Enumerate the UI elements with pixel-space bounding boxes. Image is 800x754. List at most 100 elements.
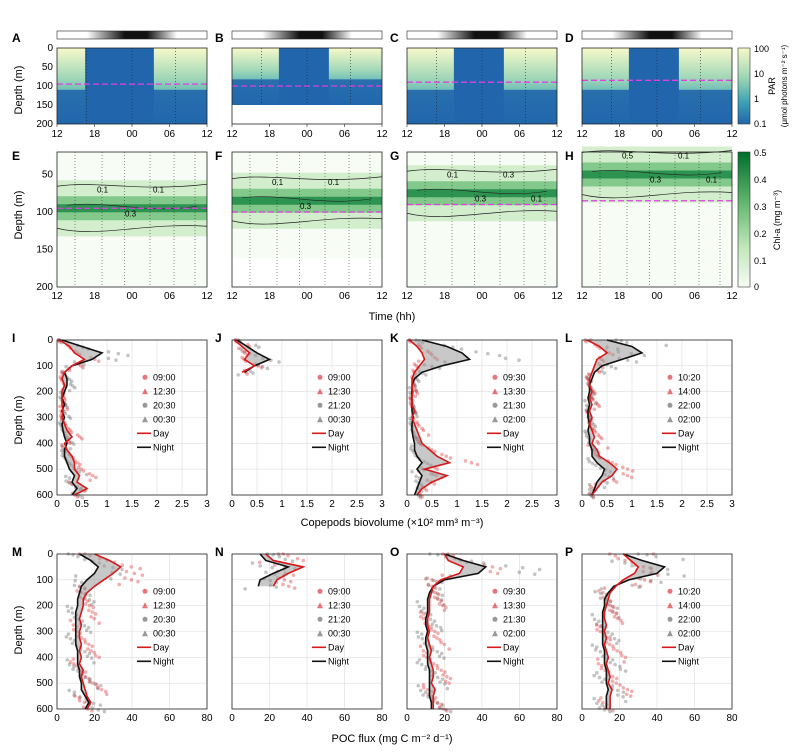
scatter-night-L xyxy=(583,398,587,403)
scatter-night-L xyxy=(626,358,630,362)
par-xtick-label-D: 18 xyxy=(614,129,626,140)
scatter-night-N xyxy=(243,587,247,591)
par-xtick-label-C: 12 xyxy=(401,129,413,140)
scatter-night-J xyxy=(242,350,247,354)
panel-letter-K: K xyxy=(390,331,399,345)
scatter-day-O xyxy=(432,595,437,600)
xtick-label-J: 1 xyxy=(279,499,285,510)
scatter-day-L xyxy=(614,462,618,467)
par-tick-100: 100 xyxy=(754,44,769,54)
scatter-night-O xyxy=(432,578,436,583)
par-xtick-label-A: 06 xyxy=(164,129,176,140)
scatter-day-L xyxy=(591,398,596,402)
chl-xtick-label-H: 00 xyxy=(651,291,663,302)
scatter-night-O xyxy=(434,624,439,628)
chl-xtick-label-F: 12 xyxy=(226,291,238,302)
scatter-night-I xyxy=(106,350,111,354)
scatter-night-N xyxy=(277,554,282,559)
scatter-day-O xyxy=(442,608,447,613)
scatter-night-P xyxy=(593,589,597,594)
daynight-bar-D xyxy=(581,30,733,40)
scatter-day-K xyxy=(416,359,421,363)
par-deep-C xyxy=(407,89,557,124)
legend-time-L: 22:00 xyxy=(678,400,701,410)
scatter-day-I xyxy=(75,433,80,437)
legend-marker-L xyxy=(667,388,673,395)
chl-xtick-label-G: 06 xyxy=(514,291,526,302)
xtick-label-L: 0 xyxy=(579,499,585,510)
chl-band-core-H xyxy=(582,170,732,179)
panel-letter-O: O xyxy=(390,545,399,559)
scatter-night-P xyxy=(645,552,649,557)
legend-marker-J xyxy=(317,402,323,408)
legend-day-label-M: Day xyxy=(153,642,170,652)
scatter-day-P xyxy=(624,692,629,697)
scatter-night-P xyxy=(592,673,596,678)
scatter-night-O xyxy=(418,688,423,693)
chl-frame-H xyxy=(581,151,733,288)
day-profile-J xyxy=(233,339,257,374)
scatter-day-N xyxy=(272,563,277,567)
scatter-day-M xyxy=(87,679,92,684)
chl-frame-F xyxy=(231,151,383,288)
scatter-night-O xyxy=(520,565,525,570)
scatter-day-J xyxy=(236,346,241,351)
legend-time-M: 20:30 xyxy=(153,614,176,624)
scatter-night-M xyxy=(65,604,70,609)
scatter-night-O xyxy=(435,701,440,706)
chl-contour-label-G: 0.1 xyxy=(447,170,459,179)
scatter-night-M xyxy=(98,683,103,688)
chl-band-core-G xyxy=(407,189,557,198)
scatter-day-O xyxy=(441,673,445,677)
legend-time-N: 21:20 xyxy=(328,614,351,624)
scatter-night-P xyxy=(616,693,620,697)
scatter-night-O xyxy=(416,683,421,688)
scatter-day-L xyxy=(596,402,600,407)
ytick-label: 300 xyxy=(36,413,53,424)
scatter-day-O xyxy=(433,586,438,590)
legend-time-J: 00:30 xyxy=(328,414,351,424)
night-profile-L xyxy=(587,339,644,496)
legend-time-N: 12:30 xyxy=(328,600,351,610)
scatter-day-P xyxy=(656,573,660,577)
scatter-night-P xyxy=(608,599,613,604)
scatter-night-I xyxy=(63,411,68,416)
scatter-night-M xyxy=(118,572,122,576)
scatter-day-I xyxy=(79,364,83,368)
scatter-day-M xyxy=(83,670,88,674)
scatter-day-L xyxy=(596,433,601,437)
scatter-night-P xyxy=(623,699,628,704)
xtick-label-M: 0 xyxy=(54,713,60,724)
ytick-label: 400 xyxy=(36,652,53,663)
scatter-day-M xyxy=(124,569,129,574)
scatter-day-I xyxy=(75,495,80,499)
legend-time-P: 10:20 xyxy=(678,586,701,596)
scatter-day-O xyxy=(431,661,436,666)
scatter-day-L xyxy=(588,491,592,495)
scatter-day-P xyxy=(638,584,643,589)
xtick-label-J: 3 xyxy=(379,499,385,510)
scatter-night-P xyxy=(654,554,658,559)
legend-marker-I xyxy=(142,374,148,380)
xtick-label-P: 60 xyxy=(689,713,701,724)
ytick-label: 0 xyxy=(47,549,53,560)
legend-marker-N xyxy=(317,630,323,637)
par-colorbar xyxy=(737,47,751,125)
scatter-night-J xyxy=(277,360,281,364)
chl-xtick-label-F: 18 xyxy=(264,291,276,302)
scatter-day-L xyxy=(584,375,589,379)
chl-xtick-label-G: 18 xyxy=(439,291,451,302)
ytick-label: 100 xyxy=(36,575,53,586)
xtick-label-O: 0 xyxy=(404,713,410,724)
scatter-night-O xyxy=(419,609,424,613)
scatter-day-M xyxy=(97,621,101,626)
scatter-night-O xyxy=(437,654,442,659)
scatter-night-O xyxy=(503,564,508,568)
scatter-night-I xyxy=(106,356,111,361)
legend-marker-L xyxy=(667,402,673,408)
scatter-night-O xyxy=(423,577,428,581)
scatter-night-I xyxy=(67,481,72,485)
scatter-night-N xyxy=(283,557,288,562)
scatter-day-M xyxy=(140,573,145,577)
xtick-label-I: 0 xyxy=(54,499,60,510)
